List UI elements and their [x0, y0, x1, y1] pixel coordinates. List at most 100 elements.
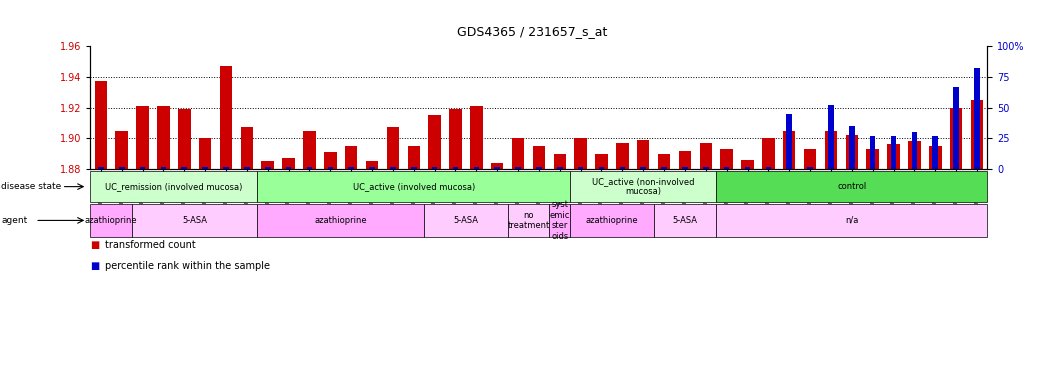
Bar	[366, 161, 379, 169]
Bar	[745, 167, 750, 169]
Text: azathioprine: azathioprine	[85, 216, 137, 225]
Text: n/a: n/a	[845, 216, 859, 225]
Bar	[595, 154, 608, 169]
Bar	[136, 106, 149, 169]
Bar	[641, 167, 646, 169]
Bar	[619, 167, 626, 169]
Bar	[762, 138, 775, 169]
Bar	[265, 167, 270, 169]
Text: ■: ■	[90, 240, 100, 250]
Bar	[161, 167, 166, 169]
Bar	[866, 149, 879, 169]
Text: azathioprine: azathioprine	[315, 216, 367, 225]
Bar	[803, 149, 816, 169]
Bar	[470, 106, 483, 169]
Bar	[970, 100, 983, 169]
Text: UC_active (involved mucosa): UC_active (involved mucosa)	[352, 182, 475, 191]
Bar	[742, 160, 753, 169]
Bar	[849, 126, 854, 169]
Bar	[199, 138, 212, 169]
Text: no
treatment: no treatment	[508, 211, 550, 230]
Bar	[386, 127, 399, 169]
Bar	[515, 167, 521, 169]
Bar	[703, 167, 709, 169]
Text: syst
emic
ster
oids: syst emic ster oids	[550, 200, 570, 240]
Bar	[303, 131, 316, 169]
Text: 5-ASA: 5-ASA	[672, 216, 697, 225]
Bar	[682, 167, 687, 169]
Text: azathioprine: azathioprine	[585, 216, 638, 225]
Bar	[661, 167, 667, 169]
Bar	[870, 136, 876, 169]
Bar	[240, 127, 253, 169]
Bar	[369, 167, 375, 169]
Bar	[432, 167, 437, 169]
Bar	[808, 167, 813, 169]
Bar	[244, 167, 250, 169]
Bar	[116, 131, 128, 169]
Bar	[411, 167, 417, 169]
Bar	[325, 152, 336, 169]
Text: UC_active (non-involved
mucosa): UC_active (non-involved mucosa)	[592, 177, 695, 196]
Bar	[408, 146, 420, 169]
Bar	[553, 154, 566, 169]
Bar	[223, 167, 229, 169]
Bar	[679, 151, 692, 169]
Bar	[328, 167, 333, 169]
Bar	[786, 114, 792, 169]
Bar	[473, 167, 479, 169]
Bar	[825, 131, 837, 169]
Bar	[616, 143, 629, 169]
Bar	[182, 167, 187, 169]
Bar	[846, 135, 858, 169]
Bar	[599, 167, 604, 169]
Text: 5-ASA: 5-ASA	[453, 216, 479, 225]
Text: ■: ■	[90, 261, 100, 271]
Text: UC_remission (involved mucosa): UC_remission (involved mucosa)	[105, 182, 243, 191]
Bar	[556, 167, 563, 169]
Bar	[724, 167, 730, 169]
Bar	[306, 167, 312, 169]
Bar	[536, 167, 542, 169]
Text: disease state: disease state	[1, 182, 62, 191]
Bar	[491, 163, 503, 169]
Bar	[720, 149, 733, 169]
Bar	[699, 143, 712, 169]
Bar	[909, 141, 920, 169]
Text: control: control	[837, 182, 866, 191]
Text: transformed count: transformed count	[105, 240, 196, 250]
Bar	[390, 167, 396, 169]
Text: agent: agent	[1, 216, 28, 225]
Bar	[348, 167, 354, 169]
Bar	[637, 140, 649, 169]
Bar	[953, 87, 959, 169]
Bar	[533, 146, 545, 169]
Bar	[95, 81, 107, 169]
Bar	[178, 109, 190, 169]
Bar	[658, 154, 670, 169]
Bar	[220, 66, 232, 169]
Bar	[578, 167, 583, 169]
Bar	[950, 108, 962, 169]
Bar	[262, 161, 275, 169]
Bar	[575, 138, 587, 169]
Text: GDS4365 / 231657_s_at: GDS4365 / 231657_s_at	[456, 25, 608, 38]
Bar	[452, 167, 459, 169]
Bar	[932, 136, 938, 169]
Bar	[828, 105, 834, 169]
Bar	[975, 68, 980, 169]
Bar	[139, 167, 146, 169]
Bar	[286, 167, 292, 169]
Bar	[429, 115, 440, 169]
Bar	[345, 146, 358, 169]
Bar	[887, 144, 900, 169]
Bar	[98, 167, 103, 169]
Bar	[929, 146, 942, 169]
Bar	[766, 167, 771, 169]
Text: 5-ASA: 5-ASA	[182, 216, 207, 225]
Bar	[512, 138, 525, 169]
Bar	[119, 167, 124, 169]
Bar	[783, 131, 796, 169]
Bar	[202, 167, 207, 169]
Bar	[495, 167, 500, 169]
